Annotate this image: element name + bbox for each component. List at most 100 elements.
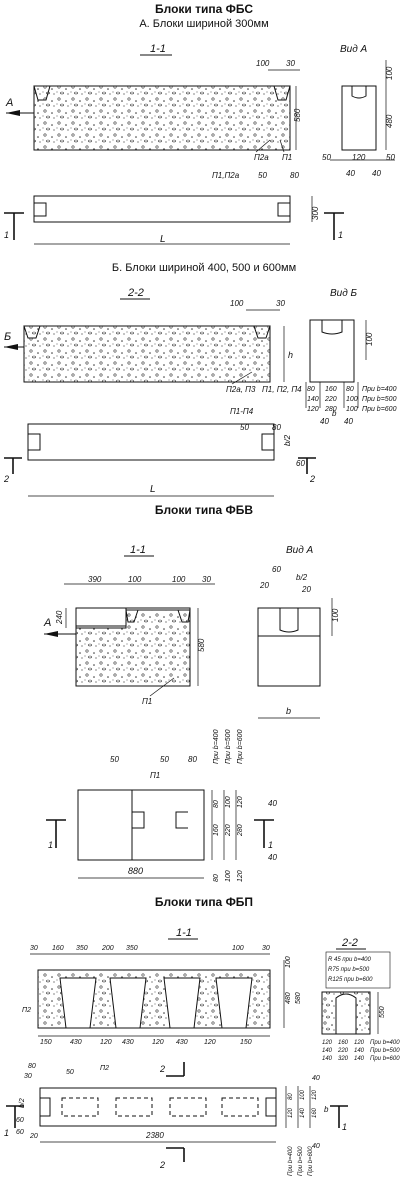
svg-text:120: 120 xyxy=(307,406,319,413)
svg-text:30: 30 xyxy=(276,299,285,308)
svg-text:При b=600: При b=600 xyxy=(370,1056,400,1062)
svg-text:220: 220 xyxy=(337,1048,349,1054)
svg-text:120: 120 xyxy=(322,1040,333,1046)
svg-text:580: 580 xyxy=(197,638,206,652)
svg-text:b/2: b/2 xyxy=(19,1098,26,1108)
svg-text:40: 40 xyxy=(344,417,353,426)
svg-text:П1, П2, П4: П1, П2, П4 xyxy=(262,385,302,394)
svg-text:40: 40 xyxy=(312,1075,320,1082)
svg-text:140: 140 xyxy=(322,1056,333,1062)
svg-text:100: 100 xyxy=(365,332,374,346)
fbs-b-view: Вид Б 100 xyxy=(309,288,374,383)
svg-text:120: 120 xyxy=(288,1107,294,1118)
svg-text:2380: 2380 xyxy=(145,1131,164,1140)
svg-text:220: 220 xyxy=(225,824,232,837)
svg-text:100: 100 xyxy=(331,608,340,622)
svg-text:80: 80 xyxy=(28,1063,36,1070)
svg-text:При b=400: При b=400 xyxy=(370,1040,400,1046)
svg-text:При b=500: При b=500 xyxy=(298,1146,304,1176)
svg-text:100: 100 xyxy=(225,796,232,808)
svg-text:Вид Б: Вид Б xyxy=(330,288,358,299)
svg-text:b/2: b/2 xyxy=(283,434,292,446)
fbp-plan: 80 30 50 П2 b/2 60 60 20 2380 2 2 1 1 80… xyxy=(4,1062,348,1176)
svg-text:50: 50 xyxy=(386,153,395,162)
svg-text:20: 20 xyxy=(301,585,311,594)
svg-text:140: 140 xyxy=(307,396,319,403)
svg-text:480: 480 xyxy=(285,992,292,1004)
svg-text:40: 40 xyxy=(312,1143,320,1150)
svg-text:100: 100 xyxy=(225,870,232,882)
svg-text:b: b xyxy=(332,409,337,418)
svg-text:80: 80 xyxy=(290,171,299,180)
svg-text:80: 80 xyxy=(288,1093,294,1100)
svg-text:100: 100 xyxy=(256,59,270,68)
svg-text:100: 100 xyxy=(346,406,358,413)
svg-text:240: 240 xyxy=(55,610,64,625)
svg-text:430: 430 xyxy=(176,1039,188,1046)
svg-text:30: 30 xyxy=(286,59,295,68)
fbp-section: 1-1 30 160 350 200 350 100 30 100 480 58… xyxy=(22,927,302,1046)
svg-text:П2а, П3: П2а, П3 xyxy=(226,385,256,394)
svg-text:140: 140 xyxy=(300,1107,306,1118)
fbs-b-section: 2-2 Б 100 30 h П2а, П3 П1, П2, П4 xyxy=(4,287,302,394)
svg-text:430: 430 xyxy=(70,1039,82,1046)
svg-text:30: 30 xyxy=(24,1073,32,1080)
svg-text:140: 140 xyxy=(354,1056,365,1062)
svg-text:160: 160 xyxy=(52,945,64,952)
title-fbv: Блоки типа ФБВ xyxy=(154,503,254,517)
svg-text:580: 580 xyxy=(293,108,302,122)
svg-text:1: 1 xyxy=(4,230,9,240)
svg-text:b: b xyxy=(324,1105,329,1114)
svg-text:30: 30 xyxy=(262,945,270,952)
svg-text:При b=600: При b=600 xyxy=(362,406,397,413)
svg-text:2: 2 xyxy=(159,1160,165,1170)
svg-text:50: 50 xyxy=(66,1069,74,1076)
svg-text:100: 100 xyxy=(128,575,142,584)
svg-text:100: 100 xyxy=(285,956,292,968)
svg-text:580: 580 xyxy=(295,992,302,1004)
svg-text:120: 120 xyxy=(204,1039,216,1046)
svg-text:1: 1 xyxy=(268,840,273,850)
svg-text:150: 150 xyxy=(240,1039,252,1046)
svg-text:100: 100 xyxy=(230,299,244,308)
svg-text:100: 100 xyxy=(172,575,186,584)
svg-text:П1,П2а: П1,П2а xyxy=(212,171,240,180)
svg-text:160: 160 xyxy=(213,824,220,836)
svg-text:П1: П1 xyxy=(282,153,292,162)
svg-text:350: 350 xyxy=(76,945,88,952)
svg-text:140: 140 xyxy=(354,1048,365,1054)
svg-text:50: 50 xyxy=(240,423,249,432)
fbs-b-plan: П1-П4 50 80 b/2 60 L 2 2 xyxy=(3,407,316,497)
svg-text:b: b xyxy=(286,706,291,716)
fbs-a-section: 1-1 А 100 30 580 П2а П1 xyxy=(5,43,302,162)
svg-text:При b=500: При b=500 xyxy=(362,396,397,403)
svg-text:2-2: 2-2 xyxy=(341,937,358,949)
fbv-section: 1-1 390 100 100 30 240 А 580 П1 xyxy=(43,544,215,706)
svg-text:40: 40 xyxy=(268,853,277,862)
svg-text:30: 30 xyxy=(30,945,38,952)
svg-text:R125 при b=600: R125 при b=600 xyxy=(328,977,373,983)
svg-text:60: 60 xyxy=(272,565,281,574)
fbv-view: Вид А 60 20 b/2 20 100 b xyxy=(257,545,340,719)
svg-text:30: 30 xyxy=(202,575,211,584)
svg-text:При b=600: При b=600 xyxy=(237,729,244,764)
svg-text:280: 280 xyxy=(237,824,244,837)
svg-text:120: 120 xyxy=(354,1040,365,1046)
fbs-b-r1-c: 80 xyxy=(346,386,354,393)
svg-text:П2а: П2а xyxy=(254,153,269,162)
svg-text:120: 120 xyxy=(152,1039,164,1046)
svg-text:60: 60 xyxy=(16,1117,24,1124)
svg-text:1-1: 1-1 xyxy=(130,544,146,556)
fbs-a-view: Вид А 100 480 50 120 50 40 40 xyxy=(322,44,395,178)
svg-text:120: 120 xyxy=(352,153,366,162)
svg-text:40: 40 xyxy=(372,169,381,178)
svg-text:L: L xyxy=(150,484,156,495)
svg-text:120: 120 xyxy=(237,796,244,808)
svg-text:50: 50 xyxy=(160,755,169,764)
title-fbp: Блоки типа ФБП xyxy=(154,895,254,909)
title-fbs: Блоки типа ФБС xyxy=(154,2,254,16)
svg-text:50: 50 xyxy=(258,171,267,180)
svg-text:160: 160 xyxy=(312,1107,318,1118)
svg-text:50: 50 xyxy=(322,153,331,162)
svg-text:1: 1 xyxy=(338,230,343,240)
